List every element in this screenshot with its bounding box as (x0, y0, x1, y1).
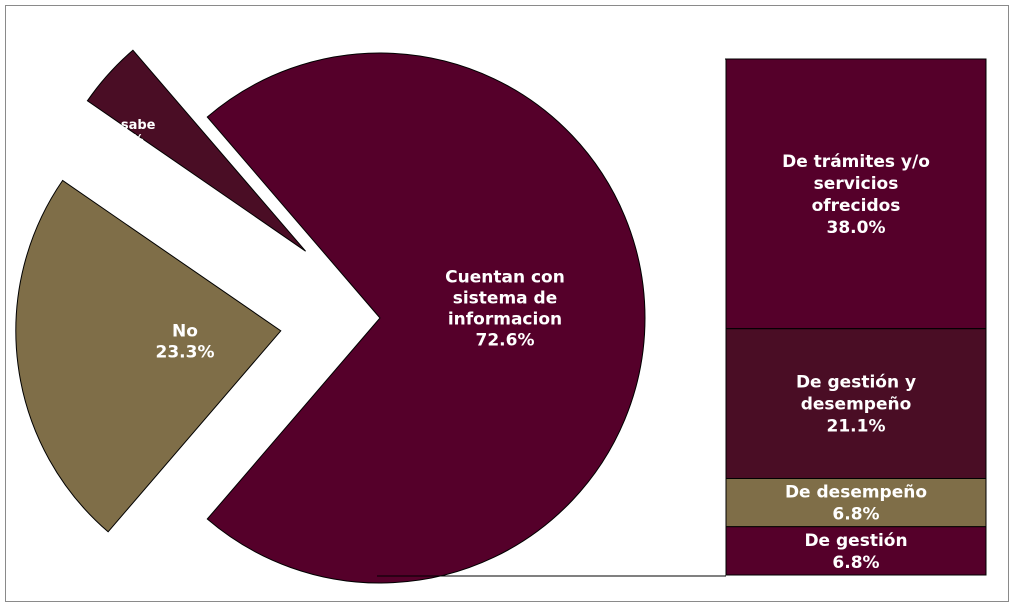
stacked-bar: De trámites y/o servicios ofrecidos 38.0% De… (725, 58, 987, 576)
bar-segment-de-desempeno (725, 478, 987, 528)
pie-slice-no (15, 179, 282, 533)
connector-lines (377, 58, 726, 577)
pie-label-no: No 23.3% (156, 321, 215, 362)
bar-segment-de-tramites-y-o-servicios-ofrecidos (725, 58, 987, 330)
bar-segment-de-gestion-y-desempeno (725, 328, 987, 480)
bar-segment-de-gestion (725, 526, 987, 576)
pie-slice-no-sabe (86, 49, 306, 252)
pie: Cuentan con sistema de informacion 72.6% No 2… (15, 49, 646, 584)
pie-label-cuentan-con-sistema-de-informacion: Cuentan con sistema de informacion 72.6% (445, 267, 565, 350)
bar-label-de-tramites-y-o-servicios-ofrecidos: De trámites y/o servicios ofrecidos 38.0% (782, 152, 930, 238)
pie-label-no-sabe: No sabe 4.1% (97, 118, 156, 148)
bar-label-de-desempeno: De desempeño 6.8% (785, 483, 927, 525)
bar-label-de-gestion-y-desempeno: De gestión y desempeño 21.1% (796, 373, 916, 437)
pie-slice-cuentan-con-sistema-de-informacion (206, 52, 646, 584)
bar-label-de-gestion: De gestión 6.8% (804, 531, 907, 573)
